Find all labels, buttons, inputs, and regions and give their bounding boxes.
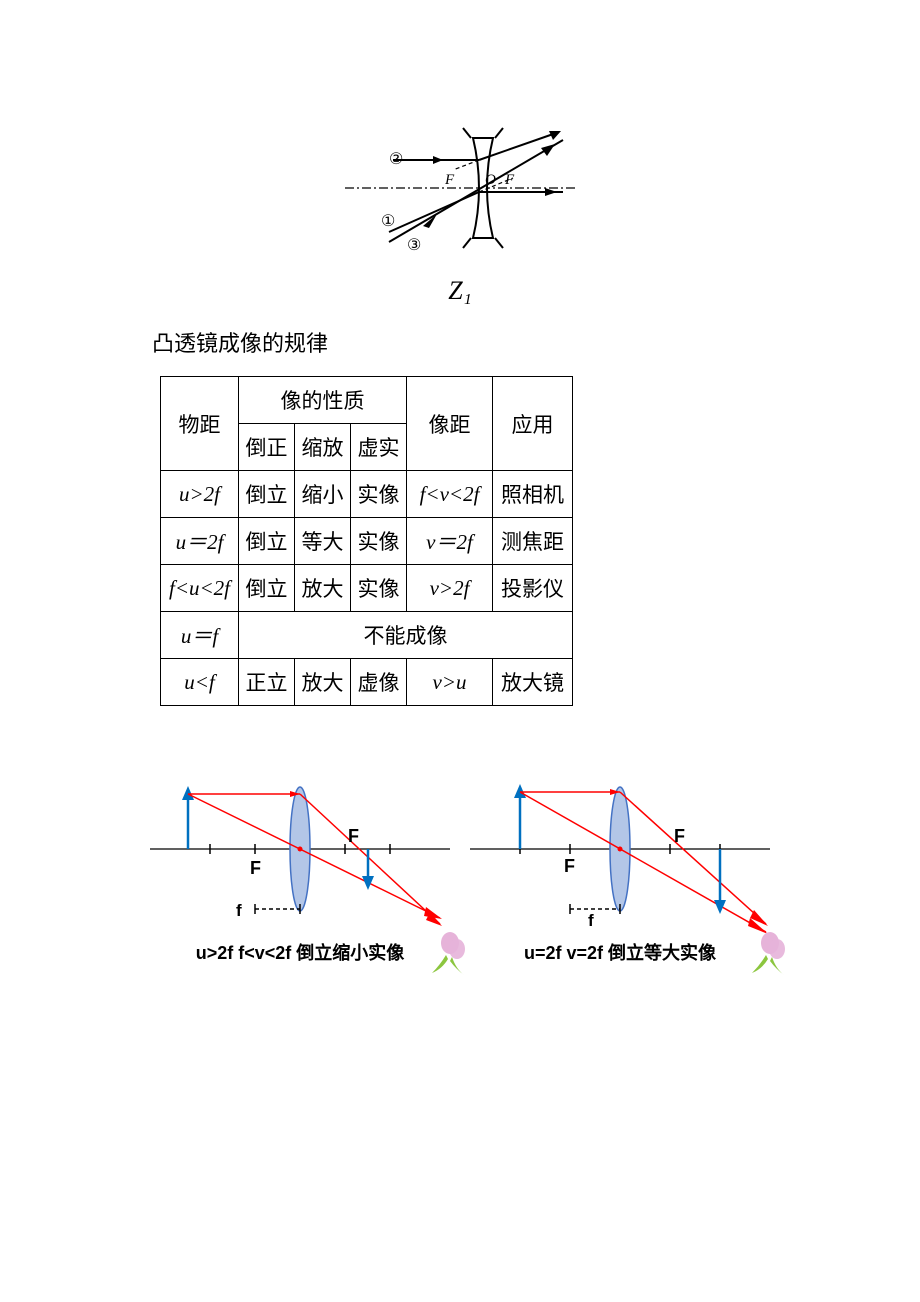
ray-caption-1: u>2f f<v<2f 倒立缩小实像 bbox=[150, 939, 450, 965]
cell-xs: 实像 bbox=[351, 471, 407, 518]
cell-dz: 倒立 bbox=[239, 471, 295, 518]
label-F-right: F bbox=[504, 172, 515, 188]
table-row: u＝2f 倒立 等大 实像 v＝2f 测焦距 bbox=[161, 518, 573, 565]
cell-sf: 放大 bbox=[295, 565, 351, 612]
th-suofang: 缩放 bbox=[295, 424, 351, 471]
cell-dz: 正立 bbox=[239, 659, 295, 706]
label-three: ③ bbox=[407, 237, 421, 254]
cell-xj: v>2f bbox=[407, 565, 493, 612]
cell-xj: f<v<2f bbox=[407, 471, 493, 518]
z-label: Z₁ bbox=[150, 276, 770, 306]
ray-diagram-2: F F f u=2f v=2f 倒立等大实像 bbox=[470, 764, 770, 965]
cell-wuju: u＝f bbox=[161, 612, 239, 659]
cell-sf: 放大 bbox=[295, 659, 351, 706]
cell-sf: 等大 bbox=[295, 518, 351, 565]
section-heading: 凸透镜成像的规律 bbox=[152, 326, 770, 358]
cell-wuju: u>2f bbox=[161, 471, 239, 518]
cell-wuju: u＝2f bbox=[161, 518, 239, 565]
cell-yy: 照相机 bbox=[493, 471, 573, 518]
label-F-left: F bbox=[444, 172, 455, 188]
cell-yy: 放大镜 bbox=[493, 659, 573, 706]
cell-xs: 实像 bbox=[351, 518, 407, 565]
concave-lens-diagram: ② ① ③ F F O bbox=[345, 120, 575, 268]
cell-merged: 不能成像 bbox=[239, 612, 573, 659]
lens-imaging-table: 物距 像的性质 像距 应用 倒正 缩放 虚实 u>2f 倒立 缩小 实像 f<v… bbox=[160, 376, 573, 706]
cell-wuju: f<u<2f bbox=[161, 565, 239, 612]
table-row: f<u<2f 倒立 放大 实像 v>2f 投影仪 bbox=[161, 565, 573, 612]
th-yingyong: 应用 bbox=[493, 377, 573, 471]
cell-xj: v＝2f bbox=[407, 518, 493, 565]
cell-xs: 实像 bbox=[351, 565, 407, 612]
label-f: f bbox=[236, 901, 242, 920]
th-wuju: 物距 bbox=[161, 377, 239, 471]
label-two: ② bbox=[389, 151, 403, 168]
label-f: f bbox=[588, 911, 594, 930]
table-row: u＝f 不能成像 bbox=[161, 612, 573, 659]
flower-icon bbox=[746, 929, 788, 975]
table-row: u<f 正立 放大 虚像 v>u 放大镜 bbox=[161, 659, 573, 706]
cell-dz: 倒立 bbox=[239, 565, 295, 612]
label-F-left: F bbox=[250, 858, 261, 878]
cell-dz: 倒立 bbox=[239, 518, 295, 565]
label-one: ① bbox=[381, 213, 395, 230]
cell-yy: 测焦距 bbox=[493, 518, 573, 565]
ray-caption-2: u=2f v=2f 倒立等大实像 bbox=[470, 939, 770, 965]
label-F-right: F bbox=[348, 826, 359, 846]
label-O: O bbox=[485, 172, 496, 188]
cell-xs: 虚像 bbox=[351, 659, 407, 706]
cell-wuju: u<f bbox=[161, 659, 239, 706]
th-daozheng: 倒正 bbox=[239, 424, 295, 471]
ray-diagram-1: F F f u>2f f<v<2f 倒立缩小实像 bbox=[150, 764, 450, 965]
cell-sf: 缩小 bbox=[295, 471, 351, 518]
table-row: u>2f 倒立 缩小 实像 f<v<2f 照相机 bbox=[161, 471, 573, 518]
cell-yy: 投影仪 bbox=[493, 565, 573, 612]
th-image-props: 像的性质 bbox=[239, 377, 407, 424]
label-F-left: F bbox=[564, 856, 575, 876]
th-xushi: 虚实 bbox=[351, 424, 407, 471]
cell-xj: v>u bbox=[407, 659, 493, 706]
th-xiangju: 像距 bbox=[407, 377, 493, 471]
label-F-right: F bbox=[674, 826, 685, 846]
flower-icon bbox=[426, 929, 468, 975]
